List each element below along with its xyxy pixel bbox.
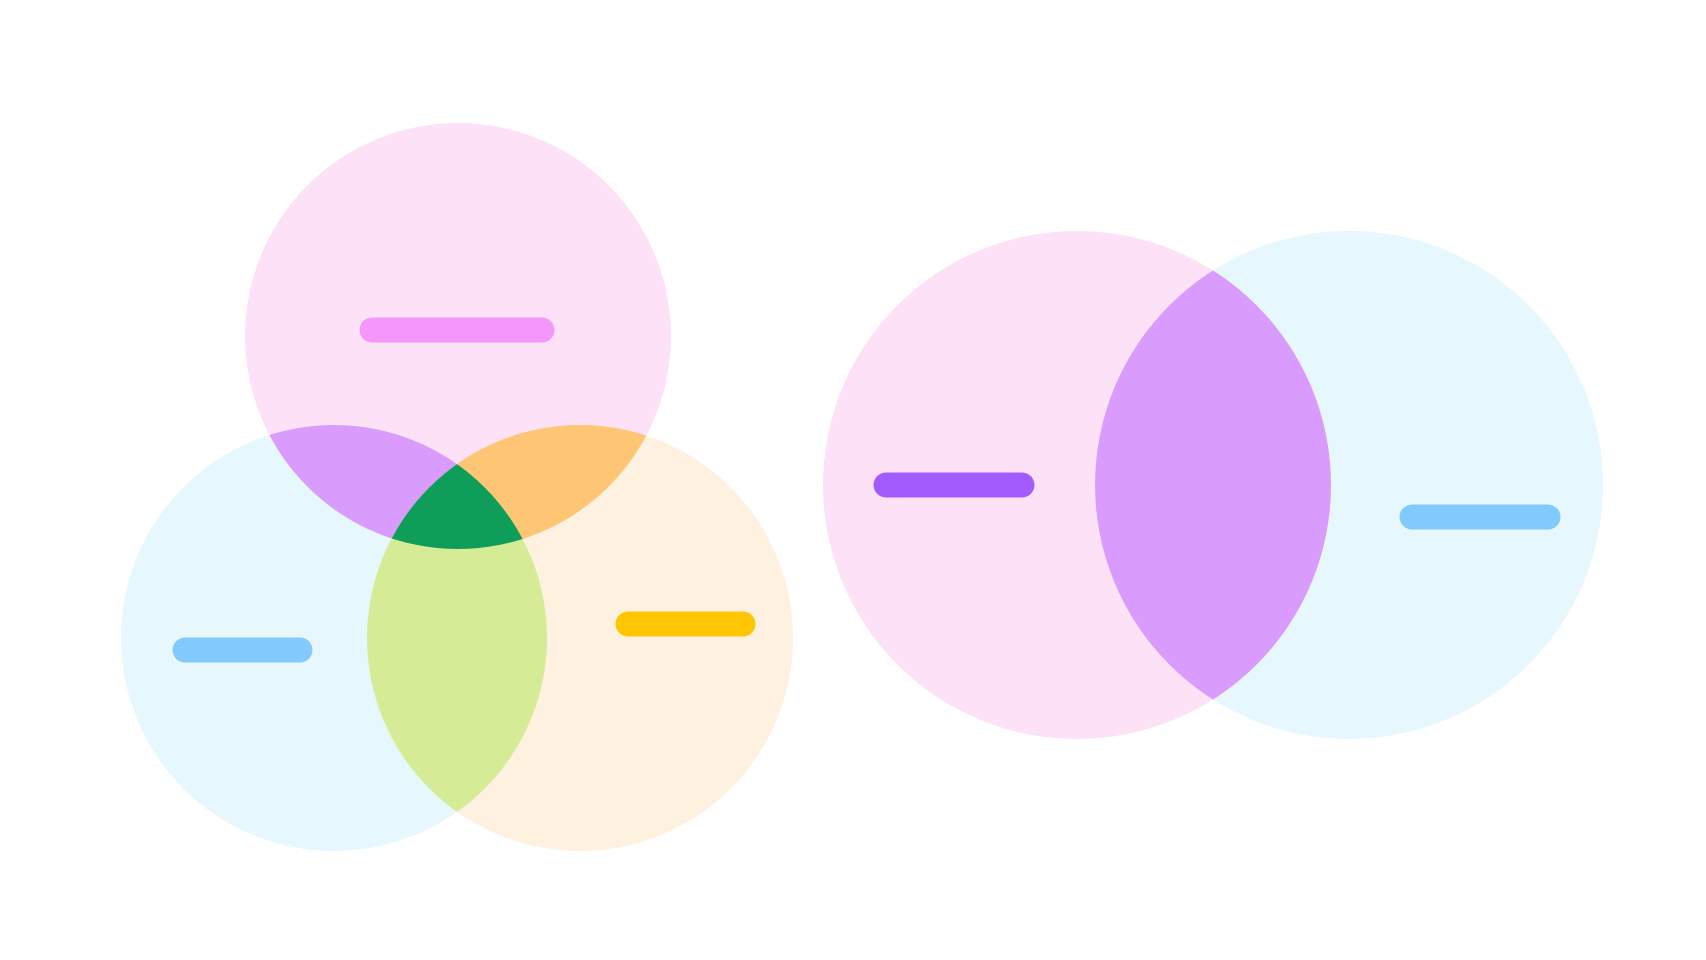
venn-overlap-left-right <box>1095 231 1331 739</box>
three-set-venn <box>121 123 793 851</box>
two-set-venn <box>823 231 1603 739</box>
venn-overlap-all-three <box>367 425 547 549</box>
